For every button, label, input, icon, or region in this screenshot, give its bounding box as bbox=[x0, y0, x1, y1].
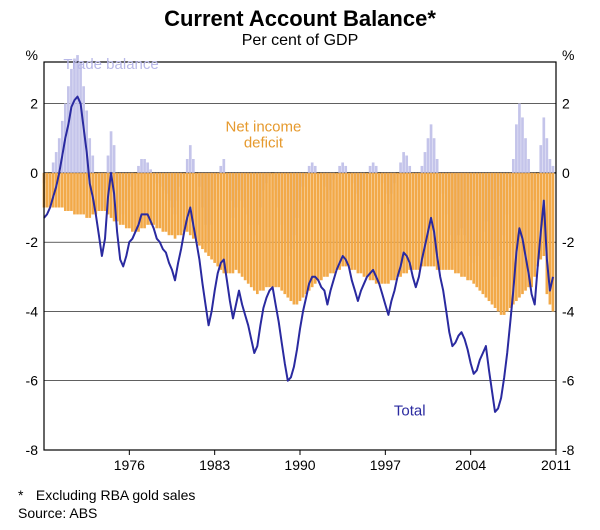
svg-text:1990: 1990 bbox=[284, 457, 315, 473]
svg-text:-4: -4 bbox=[26, 303, 39, 319]
svg-text:2: 2 bbox=[562, 96, 570, 112]
svg-text:2004: 2004 bbox=[455, 457, 486, 473]
source-text: Source: ABS bbox=[18, 504, 195, 522]
chart-plot: -8 -8 -6 -6 -4 -4 -2 -2 0 0 2 2%% 1976 1983 1990 1997 20… bbox=[0, 0, 600, 530]
svg-text:Total: Total bbox=[394, 402, 426, 419]
svg-text:-8: -8 bbox=[562, 442, 575, 458]
svg-text:-2: -2 bbox=[562, 234, 575, 250]
svg-text:1997: 1997 bbox=[370, 457, 401, 473]
chart-container: Current Account Balance* Per cent of GDP… bbox=[0, 0, 600, 530]
svg-text:deficit: deficit bbox=[244, 134, 284, 151]
svg-text:Net income: Net income bbox=[225, 118, 301, 135]
svg-text:Trade balance: Trade balance bbox=[63, 56, 158, 73]
svg-text:0: 0 bbox=[562, 165, 570, 181]
svg-text:2011: 2011 bbox=[541, 457, 571, 473]
svg-text:-8: -8 bbox=[26, 442, 39, 458]
svg-text:-6: -6 bbox=[562, 373, 575, 389]
footnote-line: * Excluding RBA gold sales bbox=[18, 486, 195, 504]
svg-text:0: 0 bbox=[30, 165, 38, 181]
svg-text:1976: 1976 bbox=[114, 457, 145, 473]
footnote-marker: * bbox=[18, 486, 32, 504]
svg-text:-6: -6 bbox=[26, 373, 39, 389]
svg-text:%: % bbox=[26, 47, 38, 63]
svg-text:1983: 1983 bbox=[199, 457, 230, 473]
footnote-text: Excluding RBA gold sales bbox=[36, 487, 196, 503]
svg-text:2: 2 bbox=[30, 96, 38, 112]
svg-text:-4: -4 bbox=[562, 303, 575, 319]
chart-footnotes: * Excluding RBA gold sales Source: ABS bbox=[18, 486, 195, 522]
svg-text:-2: -2 bbox=[26, 234, 39, 250]
svg-text:%: % bbox=[562, 47, 574, 63]
